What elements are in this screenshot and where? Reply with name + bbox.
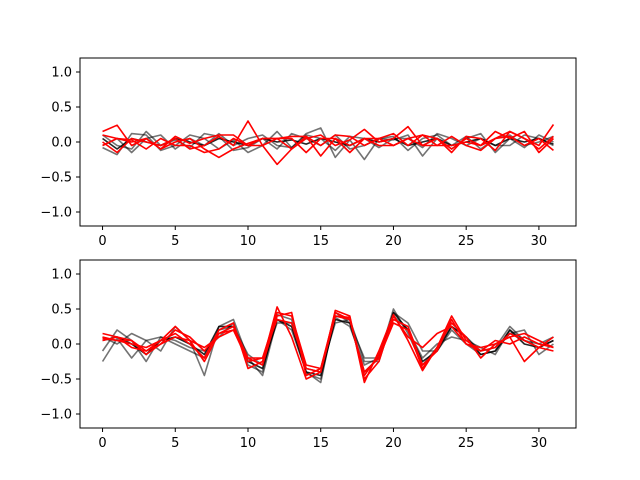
x-tick-label: 25 (458, 436, 475, 451)
x-tick-label: 5 (171, 234, 179, 249)
y-tick-label: 0.0 (51, 338, 72, 353)
x-tick-label: 15 (312, 234, 329, 249)
x-tick-label: 10 (240, 234, 257, 249)
x-tick-label: 15 (312, 436, 329, 451)
y-tick-label: 1.0 (51, 66, 72, 81)
y-tick-label: −1.0 (40, 408, 72, 423)
y-ticks-bottom: −1.0 −0.5 0.0 0.5 1.0 (40, 268, 80, 423)
series-line-8 (102, 315, 554, 373)
x-tick-label: 20 (385, 436, 402, 451)
x-tick-label: 20 (385, 234, 402, 249)
y-tick-label: 0.5 (51, 303, 72, 318)
series-group-bottom (101, 306, 554, 384)
plot-bottom: 0 5 10 15 20 25 30 −1.0 −0.5 0.0 0.5 1.0 (40, 259, 577, 451)
y-tick-label: −0.5 (40, 171, 72, 186)
y-tick-label: 1.0 (51, 268, 72, 283)
y-tick-label: 0.0 (51, 136, 72, 151)
y-tick-label: −1.0 (40, 206, 72, 221)
y-tick-label: −0.5 (40, 373, 72, 388)
series-line-8 (102, 125, 554, 159)
x-ticks-top: 0 5 10 15 20 25 30 (98, 226, 547, 249)
x-tick-label: 10 (240, 436, 257, 451)
plot-top: 0 5 10 15 20 25 30 −1.0 −0.5 0.0 0.5 1.0 (40, 57, 577, 249)
series-group-top (102, 120, 555, 166)
x-tick-label: 0 (98, 436, 106, 451)
x-tick-label: 5 (171, 436, 179, 451)
x-tick-label: 30 (531, 234, 548, 249)
y-ticks-top: −1.0 −0.5 0.0 0.5 1.0 (40, 66, 80, 221)
series-line-6 (102, 120, 554, 166)
x-tick-label: 0 (98, 234, 106, 249)
x-tick-label: 25 (458, 234, 475, 249)
x-ticks-bottom: 0 5 10 15 20 25 30 (98, 428, 547, 451)
y-tick-label: 0.5 (51, 101, 72, 116)
series-line-1 (102, 127, 554, 161)
x-tick-label: 30 (531, 436, 548, 451)
